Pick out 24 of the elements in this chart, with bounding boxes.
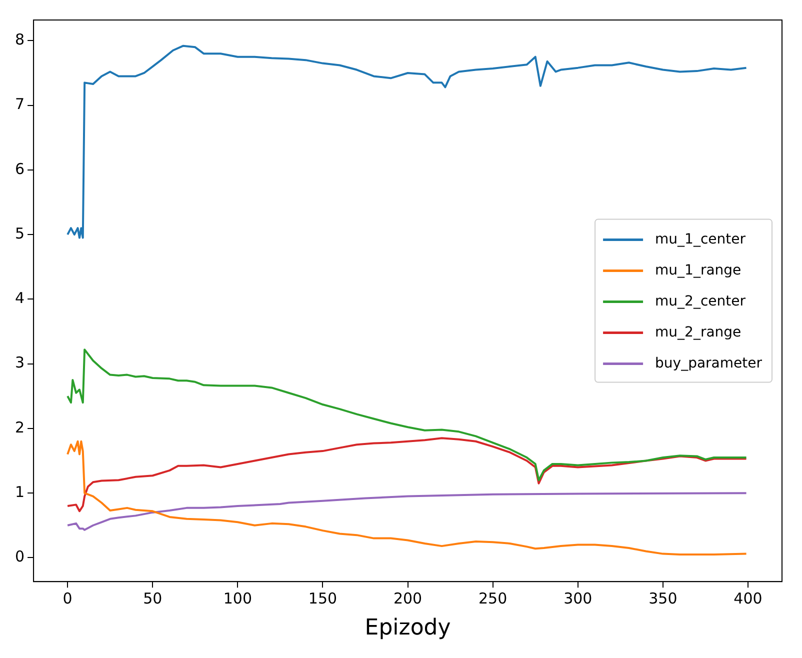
- y-tick-label: 0: [14, 548, 25, 566]
- x-axis-title: Epizody: [364, 616, 451, 641]
- y-tick-label: 4: [14, 289, 25, 308]
- y-tick-label: 7: [14, 95, 25, 114]
- x-tick-label: 50: [143, 589, 162, 608]
- legend-label: buy_parameter: [655, 355, 762, 372]
- y-tick-label: 2: [14, 418, 25, 436]
- legend-label: mu_1_range: [655, 262, 742, 278]
- legend-label: mu_2_center: [655, 293, 746, 310]
- y-tick-label: 1: [14, 482, 25, 501]
- x-tick-label: 300: [564, 589, 592, 608]
- x-tick-label: 0: [62, 589, 72, 608]
- legend-label: mu_1_center: [655, 231, 746, 248]
- x-tick-label: 200: [393, 589, 422, 608]
- x-tick-label: 350: [648, 589, 678, 608]
- y-tick-label: 3: [14, 354, 25, 372]
- y-tick-label: 6: [14, 160, 25, 178]
- legend-label: mu_2_range: [655, 324, 742, 340]
- x-tick-label: 250: [478, 589, 508, 608]
- x-tick-label: 150: [308, 589, 338, 608]
- x-tick-label: 100: [223, 589, 252, 608]
- y-tick-label: 5: [14, 224, 25, 242]
- y-tick-label: 8: [14, 30, 25, 49]
- x-tick-label: 400: [734, 589, 762, 608]
